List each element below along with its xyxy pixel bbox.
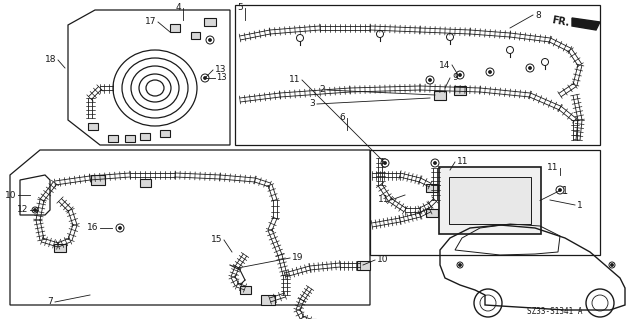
- Text: 18: 18: [45, 56, 56, 64]
- Bar: [191, 32, 200, 39]
- Circle shape: [119, 227, 121, 229]
- Circle shape: [34, 209, 36, 211]
- Circle shape: [459, 74, 461, 76]
- Bar: [88, 122, 98, 130]
- Text: 15: 15: [211, 235, 222, 244]
- Text: 10: 10: [377, 256, 388, 264]
- Text: 11: 11: [547, 164, 558, 173]
- Text: 11: 11: [457, 158, 468, 167]
- Text: 14: 14: [438, 61, 450, 70]
- Text: 1: 1: [562, 186, 568, 196]
- Text: SZ33-S1341 A: SZ33-S1341 A: [527, 308, 583, 316]
- Text: 4: 4: [175, 4, 181, 12]
- Circle shape: [459, 264, 461, 266]
- Bar: [140, 179, 150, 187]
- Bar: [91, 175, 105, 185]
- Bar: [54, 244, 66, 252]
- Bar: [170, 24, 180, 32]
- Text: 1: 1: [577, 201, 583, 210]
- Circle shape: [384, 162, 386, 164]
- Text: 16: 16: [86, 224, 98, 233]
- Circle shape: [209, 39, 211, 41]
- Bar: [125, 135, 135, 142]
- Bar: [454, 85, 466, 94]
- Text: 3: 3: [309, 100, 315, 108]
- Text: 19: 19: [292, 254, 303, 263]
- Text: 13: 13: [216, 73, 227, 83]
- FancyBboxPatch shape: [449, 177, 531, 224]
- Bar: [426, 209, 438, 217]
- Circle shape: [204, 77, 206, 79]
- Bar: [426, 184, 438, 192]
- Bar: [204, 18, 216, 26]
- Bar: [239, 286, 250, 294]
- Circle shape: [529, 67, 531, 69]
- Text: 8: 8: [535, 11, 541, 19]
- FancyBboxPatch shape: [439, 167, 541, 234]
- Circle shape: [489, 71, 492, 73]
- Circle shape: [559, 189, 561, 191]
- Text: 9: 9: [452, 73, 458, 83]
- Text: 2: 2: [319, 85, 325, 94]
- Bar: [356, 261, 369, 270]
- Text: 17: 17: [145, 18, 156, 26]
- Text: 11: 11: [289, 76, 300, 85]
- Text: 5: 5: [237, 4, 243, 12]
- Polygon shape: [572, 18, 600, 30]
- Text: FR.: FR.: [550, 16, 570, 28]
- Bar: [160, 130, 170, 137]
- Circle shape: [434, 162, 436, 164]
- Text: 6: 6: [339, 114, 345, 122]
- Text: 7: 7: [47, 298, 53, 307]
- Bar: [434, 91, 446, 100]
- Text: 10: 10: [4, 190, 16, 199]
- Text: 12: 12: [17, 205, 28, 214]
- Circle shape: [611, 264, 613, 266]
- Bar: [108, 135, 118, 142]
- Circle shape: [429, 79, 431, 81]
- Bar: [140, 132, 150, 139]
- Text: 13: 13: [215, 65, 227, 75]
- Bar: [261, 295, 275, 305]
- Text: 11: 11: [378, 196, 389, 204]
